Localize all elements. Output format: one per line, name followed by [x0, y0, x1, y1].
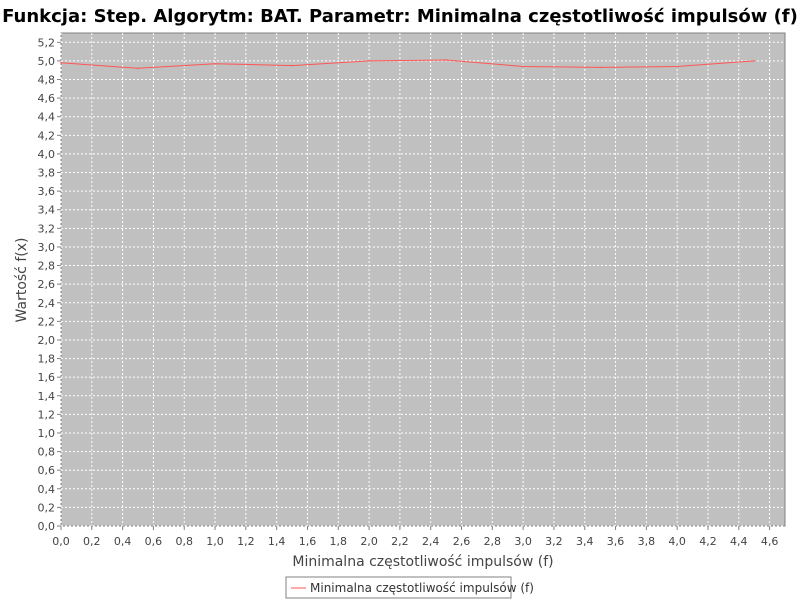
y-tick-label: 0,8 [38, 446, 56, 459]
x-tick-label: 3,0 [514, 535, 532, 548]
plot-area [60, 32, 786, 527]
x-tick-label: 0,4 [114, 535, 132, 548]
x-tick-label: 2,0 [360, 535, 378, 548]
series-line [60, 59, 755, 69]
x-tick-label: 3,4 [576, 535, 594, 548]
y-tick-label: 3,2 [38, 222, 56, 235]
legend-box [285, 576, 512, 599]
x-tick-label: 4,2 [699, 535, 717, 548]
x-tick-label: 1,4 [268, 535, 286, 548]
y-tick-label: 1,6 [38, 371, 56, 384]
y-tick-label: 2,2 [38, 315, 56, 328]
x-tick-label: 0,2 [83, 535, 101, 548]
x-tick-label: 1,6 [299, 535, 317, 548]
y-tick-label: 3,0 [38, 241, 56, 254]
legend-entry: Minimalna częstotliwość impulsów (f) [310, 581, 534, 595]
x-axis-ticks: 0,0 0,2 0,4 0,6 0,8 1,0 1,2 1,4 1,6 1,8 2,0 2,2 2,4 2… [52, 526, 778, 548]
y-axis-label: Wartość f(x) [14, 238, 30, 323]
x-tick-label: 2,8 [484, 535, 502, 548]
x-tick-label: 2,4 [422, 535, 440, 548]
y-tick-label: 4,6 [38, 92, 56, 105]
y-tick-label: 0,4 [38, 483, 56, 496]
chart-title: Funkcja: Step. Algorytm: BAT. Parametr: … [2, 6, 798, 27]
x-tick-label: 1,2 [237, 535, 255, 548]
x-tick-label: 3,8 [638, 535, 656, 548]
y-tick-label: 5,0 [38, 55, 56, 68]
y-tick-label: 3,4 [38, 204, 56, 217]
data-point [753, 60, 755, 62]
y-tick-label: 2,6 [38, 278, 56, 291]
y-tick-label: 0,0 [38, 520, 56, 533]
y-tick-label: 0,6 [38, 464, 56, 477]
y-tick-label: 4,2 [38, 129, 56, 142]
y-tick-label: 4,4 [38, 111, 56, 124]
y-tick-label: 4,0 [38, 148, 56, 161]
y-tick-label: 1,2 [38, 408, 56, 421]
y-tick-label: 1,0 [38, 427, 56, 440]
data-point [676, 65, 678, 68]
y-tick-label: 3,6 [38, 185, 56, 198]
data-point [291, 64, 293, 67]
grid-lines [60, 33, 785, 527]
x-axis-label: Minimalna częstotliwość impulsów (f) [292, 554, 553, 570]
y-tick-label: 1,4 [38, 390, 56, 403]
y-tick-label: 2,4 [38, 297, 56, 310]
y-tick-label: 0,2 [38, 501, 56, 514]
data-point [445, 59, 447, 61]
x-tick-label: 3,2 [545, 535, 563, 548]
legend: Minimalna częstotliwość impulsów (f) [285, 576, 534, 599]
y-tick-label: 3,8 [38, 167, 56, 180]
x-tick-label: 0,6 [145, 535, 163, 548]
data-point [60, 61, 62, 64]
x-tick-label: 4,6 [761, 535, 779, 548]
data-point [368, 60, 370, 62]
x-tick-label: 4,0 [668, 535, 686, 548]
series-layer [60, 59, 755, 70]
data-point [137, 67, 139, 70]
data-point [214, 62, 216, 65]
y-tick-label: 2,8 [38, 260, 56, 273]
x-tick-label: 2,6 [453, 535, 471, 548]
x-tick-label: 3,6 [607, 535, 625, 548]
y-tick-label: 4,8 [38, 74, 56, 87]
y-tick-label: 2,0 [38, 334, 56, 347]
y-tick-label: 1,8 [38, 353, 56, 366]
x-tick-label: 1,8 [330, 535, 348, 548]
x-tick-label: 2,2 [391, 535, 409, 548]
x-tick-label: 4,4 [730, 535, 748, 548]
y-tick-label: 5,2 [38, 36, 56, 49]
x-tick-label: 0,8 [175, 535, 193, 548]
x-tick-label: 0,0 [52, 535, 70, 548]
data-point [522, 65, 524, 68]
y-axis-ticks: 0,0 0,2 0,4 0,6 0,8 1,0 1,2 1,4 1,6 1,8 2,0 2,2 2,4 2… [38, 36, 61, 533]
data-point [599, 66, 601, 69]
x-tick-label: 1,0 [206, 535, 224, 548]
